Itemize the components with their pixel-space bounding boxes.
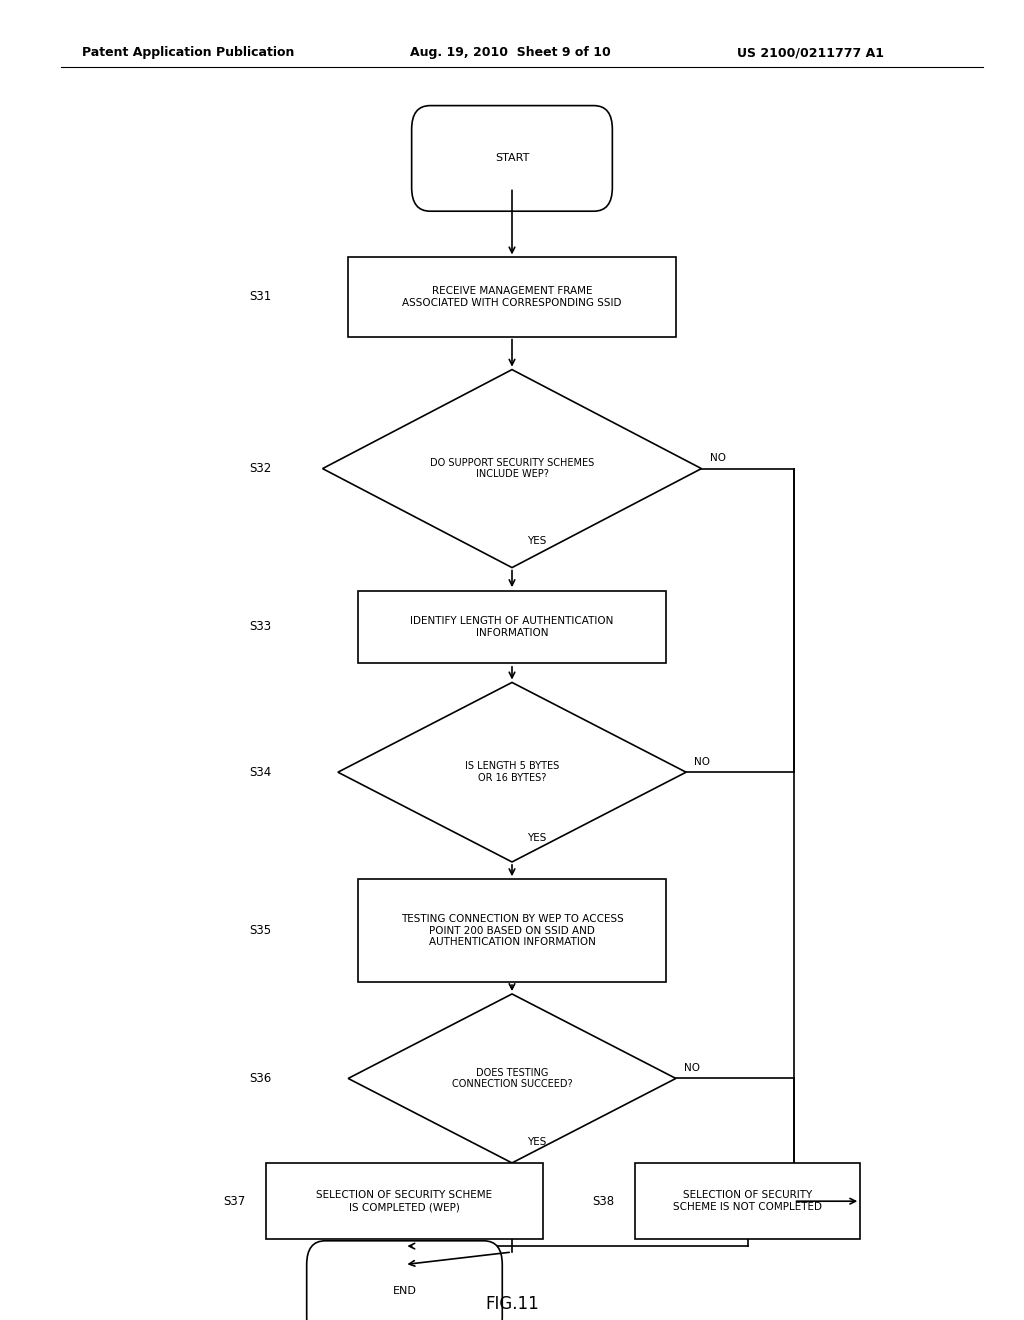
Text: START: START <box>495 153 529 164</box>
Text: NO: NO <box>684 1063 700 1073</box>
Text: IS LENGTH 5 BYTES
OR 16 BYTES?: IS LENGTH 5 BYTES OR 16 BYTES? <box>465 762 559 783</box>
FancyBboxPatch shape <box>307 1241 502 1320</box>
Text: RECEIVE MANAGEMENT FRAME
ASSOCIATED WITH CORRESPONDING SSID: RECEIVE MANAGEMENT FRAME ASSOCIATED WITH… <box>402 286 622 308</box>
Text: S31: S31 <box>249 290 271 304</box>
Polygon shape <box>338 682 686 862</box>
Bar <box>635 1163 860 1239</box>
Text: YES: YES <box>527 536 547 546</box>
Bar <box>348 257 676 337</box>
Text: SELECTION OF SECURITY
SCHEME IS NOT COMPLETED: SELECTION OF SECURITY SCHEME IS NOT COMP… <box>673 1191 822 1212</box>
Bar <box>358 879 666 982</box>
Text: NO: NO <box>710 453 726 463</box>
Text: END: END <box>392 1286 417 1296</box>
Text: Patent Application Publication: Patent Application Publication <box>82 46 294 59</box>
Text: DO SUPPORT SECURITY SCHEMES
INCLUDE WEP?: DO SUPPORT SECURITY SCHEMES INCLUDE WEP? <box>430 458 594 479</box>
Text: TESTING CONNECTION BY WEP TO ACCESS
POINT 200 BASED ON SSID AND
AUTHENTICATION I: TESTING CONNECTION BY WEP TO ACCESS POIN… <box>400 913 624 948</box>
Text: S34: S34 <box>249 766 271 779</box>
Text: US 2100/0211777 A1: US 2100/0211777 A1 <box>737 46 885 59</box>
Text: FIG.11: FIG.11 <box>485 1295 539 1313</box>
Text: Aug. 19, 2010  Sheet 9 of 10: Aug. 19, 2010 Sheet 9 of 10 <box>410 46 610 59</box>
Text: S35: S35 <box>249 924 271 937</box>
Text: YES: YES <box>527 833 547 843</box>
Polygon shape <box>323 370 701 568</box>
Text: S36: S36 <box>249 1072 271 1085</box>
Text: SELECTION OF SECURITY SCHEME
IS COMPLETED (WEP): SELECTION OF SECURITY SCHEME IS COMPLETE… <box>316 1191 493 1212</box>
FancyBboxPatch shape <box>412 106 612 211</box>
Text: DOES TESTING
CONNECTION SUCCEED?: DOES TESTING CONNECTION SUCCEED? <box>452 1068 572 1089</box>
Text: S32: S32 <box>249 462 271 475</box>
Text: S38: S38 <box>592 1195 614 1208</box>
Text: NO: NO <box>694 756 711 767</box>
Text: YES: YES <box>527 1137 547 1147</box>
Bar <box>266 1163 543 1239</box>
Text: S37: S37 <box>223 1195 246 1208</box>
Text: IDENTIFY LENGTH OF AUTHENTICATION
INFORMATION: IDENTIFY LENGTH OF AUTHENTICATION INFORM… <box>411 616 613 638</box>
Text: S33: S33 <box>249 620 271 634</box>
Polygon shape <box>348 994 676 1163</box>
Bar <box>358 590 666 663</box>
